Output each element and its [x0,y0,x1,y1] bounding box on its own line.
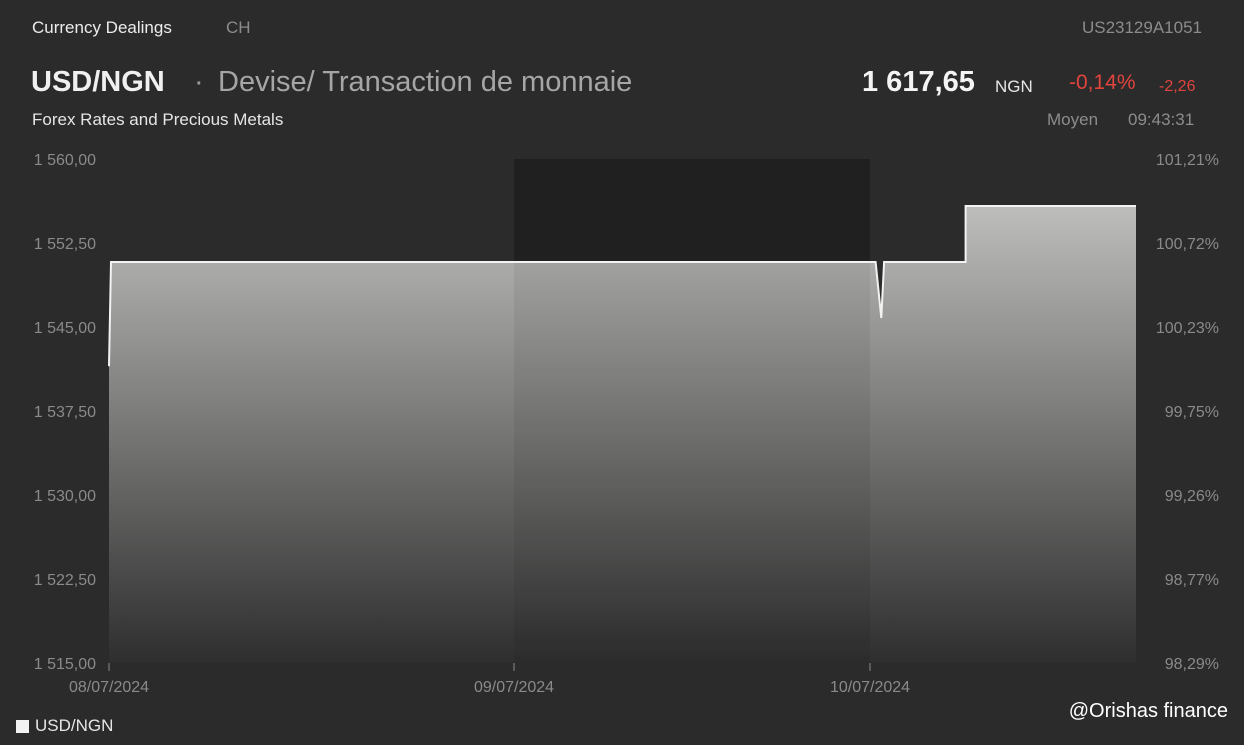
price-currency: NGN [995,77,1033,96]
change-percent: -0,14% [1069,71,1136,94]
instrument-symbol: USD/NGN [31,66,165,98]
source-label: Currency Dealings [32,18,172,37]
x-tick-label: 09/07/2024 [474,679,554,696]
series-line [108,205,1136,367]
session-overlay [514,159,870,663]
price-type-label: Moyen [1047,110,1099,129]
y-tick-label-left: 1 522,50 [34,572,96,589]
instrument-description: Devise/ Transaction de monnaie [218,66,633,98]
y-tick-label-left: 1 545,00 [34,320,96,337]
y-tick-label-right: 99,26% [1165,488,1219,505]
axis-layer [108,663,871,671]
y-tick-label-right: 100,23% [1156,320,1219,337]
x-tick-label: 08/07/2024 [69,679,149,696]
title-separator: · [194,66,204,98]
y-tick-label-right: 98,77% [1165,572,1219,589]
y-tick-label-right: 100,72% [1156,236,1219,253]
instrument-category: Forex Rates and Precious Metals [32,110,284,129]
y-tick-label-left: 1 537,50 [34,404,96,421]
area-layer [108,159,1136,663]
isin-label: US23129A1051 [1081,18,1202,37]
change-absolute: -2,26 [1159,78,1196,95]
y-tick-label-right: 99,75% [1165,404,1219,421]
y-tick-label-left: 1 530,00 [34,488,96,505]
last-price: 1 617,65 [862,66,975,98]
exchange-label: CH [226,18,251,37]
y-tick-label-left: 1 515,00 [34,656,96,673]
series-area [109,206,1136,663]
tick-labels: 1 560,00 1 552,50 1 545,00 1 537,50 1 530,00… [34,152,1219,696]
quote-time: 09:43:31 [1128,110,1195,129]
y-tick-label-left: 1 552,50 [34,236,96,253]
y-tick-label-left: 1 560,00 [34,152,96,169]
y-tick-label-right: 98,29% [1165,656,1219,673]
y-tick-label-right: 101,21% [1156,152,1219,169]
watermark: @Orishas finance [1068,700,1228,722]
legend-label: USD/NGN [35,716,114,735]
x-tick-label: 10/07/2024 [830,679,910,696]
legend-swatch [16,719,29,733]
chart-legend: USD/NGN [16,716,113,736]
